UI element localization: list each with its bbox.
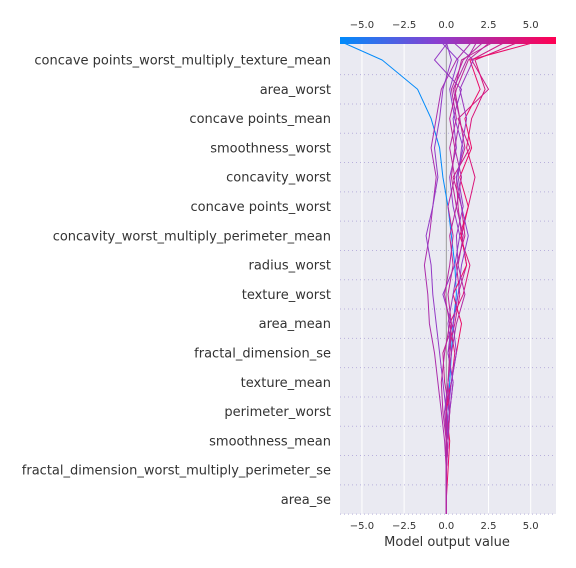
feature-label: perimeter_worst — [224, 405, 331, 420]
x-axis-label: Model output value — [384, 535, 510, 550]
bottom-tick-label: −2.5 — [392, 521, 416, 532]
feature-label: concave points_worst — [190, 200, 331, 215]
feature-label: concavity_worst_multiply_perimeter_mean — [53, 229, 331, 244]
feature-label: smoothness_worst — [210, 141, 331, 156]
top-tick-label: −5.0 — [350, 20, 374, 31]
feature-label: concave points_mean — [189, 112, 331, 127]
top-tick-label: 5.0 — [523, 20, 539, 31]
feature-label: concavity_worst — [226, 171, 331, 186]
feature-label: fractal_dimension_worst_multiply_perimet… — [22, 464, 331, 479]
feature-label: area_worst — [260, 83, 331, 98]
feature-label: texture_worst — [242, 288, 331, 303]
top-tick-labels: −5.0 −2.5 0.0 2.5 5.0 — [350, 20, 539, 31]
feature-labels: concave points_worst_multiply_texture_me… — [22, 54, 331, 509]
decision-line — [440, 41, 484, 514]
feature-label: radius_worst — [249, 259, 332, 274]
top-tick-label: 2.5 — [481, 20, 497, 31]
feature-label: area_mean — [259, 317, 331, 332]
decision-line — [445, 41, 478, 514]
top-tick-label: 0.0 — [438, 20, 454, 31]
decision-lines — [341, 41, 536, 514]
feature-label: concave points_worst_multiply_texture_me… — [34, 54, 331, 69]
colorbar — [340, 37, 556, 44]
bottom-tick-label: 0.0 — [438, 521, 454, 532]
top-tick-label: −2.5 — [392, 20, 416, 31]
feature-label: fractal_dimension_se — [194, 347, 331, 362]
feature-label: area_se — [281, 493, 331, 508]
bottom-tick-label: 2.5 — [481, 521, 497, 532]
bottom-tick-label: −5.0 — [350, 521, 374, 532]
bottom-tick-labels: −5.0 −2.5 0.0 2.5 5.0 — [350, 521, 539, 532]
bottom-tick-label: 5.0 — [523, 521, 539, 532]
decision-line — [423, 41, 472, 514]
feature-label: texture_mean — [241, 376, 331, 391]
feature-label: smoothness_mean — [209, 434, 331, 449]
